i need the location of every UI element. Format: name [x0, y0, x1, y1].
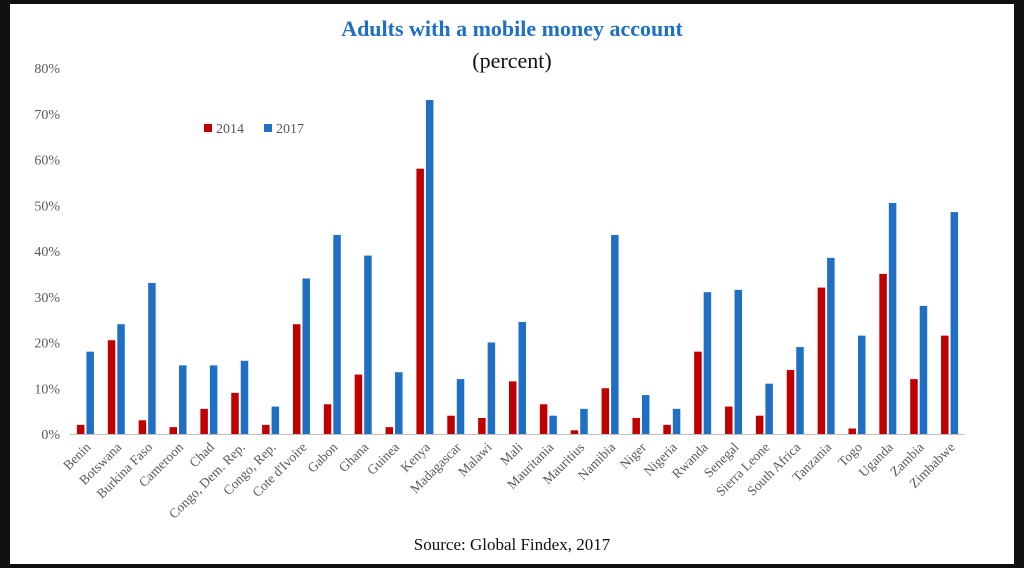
legend-swatch-2017	[264, 124, 272, 132]
bar-2014	[447, 415, 455, 434]
bar-2017	[919, 305, 928, 434]
bar-2017	[487, 342, 496, 434]
y-tick-label: 0%	[41, 428, 60, 443]
bar-2017	[703, 292, 712, 434]
bar-2014	[76, 424, 85, 434]
bar-2014	[354, 374, 363, 434]
bar-2017	[364, 255, 372, 434]
bar-2014	[879, 273, 887, 434]
bar-2017	[148, 283, 156, 434]
bar-2014	[755, 415, 764, 434]
bar-2017	[580, 408, 588, 434]
bar-2014	[292, 324, 301, 434]
bar-2014	[478, 417, 486, 434]
bar-2017	[611, 234, 619, 434]
bar-2017	[518, 321, 526, 434]
y-tick-label: 60%	[34, 154, 60, 169]
bar-2017	[86, 351, 94, 434]
y-tick-label: 50%	[34, 199, 60, 214]
legend-label-2014: 2014	[216, 122, 244, 137]
bar-2017	[302, 278, 310, 434]
y-tick-label: 10%	[34, 382, 60, 397]
legend-label-2017: 2017	[276, 122, 304, 137]
bar-2014	[539, 404, 548, 434]
bar-2017	[950, 212, 959, 434]
bar-2014	[663, 424, 671, 434]
bar-2017	[271, 406, 280, 434]
bar-2017	[734, 289, 743, 434]
bar-2014	[570, 430, 579, 434]
bar-2014	[941, 335, 949, 434]
bar-2014	[138, 420, 147, 434]
legend-swatch-2014	[204, 124, 212, 132]
bar-2014	[200, 408, 208, 434]
bar-2014	[385, 427, 394, 434]
bar-2014	[601, 388, 610, 434]
bar-2017	[395, 372, 403, 434]
y-tick-label: 30%	[34, 291, 60, 306]
bar-2014	[725, 406, 733, 434]
bar-2014	[848, 428, 856, 434]
bar-2014	[416, 168, 424, 434]
bar-2014	[323, 404, 332, 434]
bar-2017	[641, 395, 650, 434]
y-tick-label: 80%	[34, 62, 60, 77]
bar-2014	[632, 417, 640, 434]
bar-2017	[549, 415, 557, 434]
bar-2017	[888, 202, 897, 434]
bar-2014	[231, 392, 239, 434]
bar-2014	[107, 340, 116, 434]
x-tick-label: Uganda	[856, 440, 896, 480]
bar-2017	[179, 365, 187, 434]
bar-2017	[765, 383, 773, 434]
bar-2017	[672, 408, 681, 434]
bar-2017	[456, 379, 465, 434]
bar-2014	[910, 379, 918, 434]
bar-2017	[209, 365, 218, 434]
x-tick-label: Malawi	[455, 439, 495, 479]
bar-2017	[796, 347, 804, 434]
chart-title: Adults with a mobile money account	[341, 16, 683, 41]
bar-2014	[509, 381, 517, 434]
bar-2017	[857, 335, 866, 434]
bar-2014	[786, 369, 795, 434]
bar-2017	[117, 324, 125, 434]
chart-subtitle: (percent)	[472, 48, 552, 73]
bar-2017	[333, 234, 341, 434]
bar-2014	[262, 424, 270, 434]
x-tick-label: Guinea	[364, 440, 402, 478]
y-tick-label: 40%	[34, 245, 60, 260]
bar-2017	[240, 360, 249, 434]
chart-source: Source: Global Findex, 2017	[413, 535, 611, 554]
bar-2014	[169, 427, 178, 434]
y-tick-label: 20%	[34, 337, 60, 352]
bar-2014	[817, 287, 826, 434]
bar-2017	[425, 100, 434, 435]
y-tick-label: 70%	[34, 108, 60, 123]
x-tick-label: Gabon	[304, 439, 340, 475]
bar-2017	[827, 257, 835, 434]
bar-2014	[694, 351, 702, 434]
